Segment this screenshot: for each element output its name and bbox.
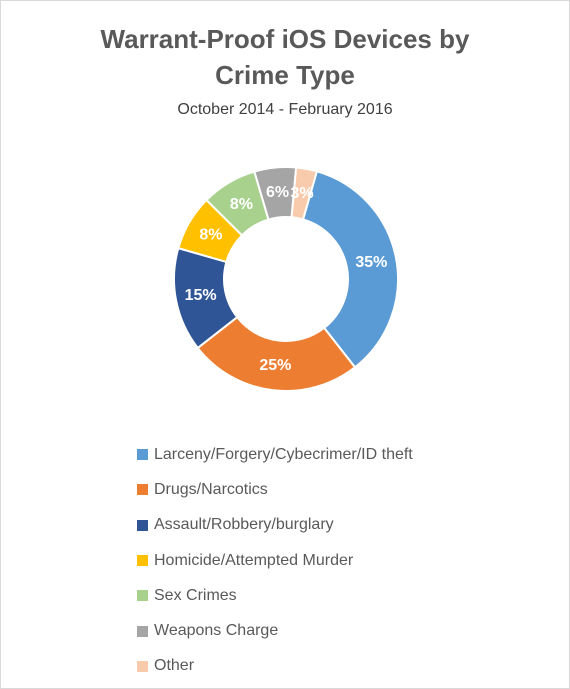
legend: Larceny/Forgery/Cybecrimer/ID theft Drugs… [137, 437, 413, 684]
slice-label-5: 8% [230, 196, 253, 213]
legend-swatch-1 [137, 449, 148, 461]
chart-subtitle: October 2014 - February 2016 [177, 101, 393, 118]
slice-label-3: 15% [185, 287, 217, 304]
legend-item-7: Other [137, 649, 413, 684]
legend-item-3: Assault/Robbery/burglary [137, 508, 413, 543]
legend-swatch-6 [137, 625, 148, 637]
legend-swatch-4 [137, 555, 148, 567]
slice-label-4: 8% [199, 226, 222, 243]
donut-slice-1 [301, 170, 399, 369]
slice-label-2: 25% [259, 357, 291, 374]
legend-item-5: Sex Crimes [137, 578, 413, 613]
legend-item-4: Homicide/Attempted Murder [137, 543, 413, 578]
chart-title-line-2: Crime Type [215, 60, 355, 90]
legend-item-1: Larceny/Forgery/Cybecrimer/ID theft [137, 437, 413, 472]
legend-swatch-2 [137, 484, 148, 496]
legend-label-2: Drugs/Narcotics [154, 480, 268, 498]
legend-swatch-3 [137, 519, 148, 531]
donut-slice-7 [290, 166, 319, 221]
chart-title: Warrant-Proof iOS Devices by Crime Type [1, 21, 569, 93]
legend-label-7: Other [154, 657, 195, 675]
slice-label-7: 3% [290, 185, 313, 202]
legend-swatch-7 [137, 660, 148, 672]
legend-item-6: Weapons Charge [137, 613, 413, 648]
legend-item-2: Drugs/Narcotics [137, 472, 413, 507]
legend-swatch-5 [137, 590, 148, 602]
donut-slice-2 [196, 315, 357, 392]
chart-title-line-1: Warrant-Proof iOS Devices by [100, 24, 470, 54]
legend-label-6: Weapons Charge [154, 622, 279, 640]
legend-label-3: Assault/Robbery/burglary [154, 516, 334, 534]
legend-label-4: Homicide/Attempted Murder [154, 551, 354, 569]
slice-label-6: 6% [266, 184, 289, 201]
slice-label-1: 35% [355, 254, 387, 271]
legend-label-5: Sex Crimes [154, 586, 237, 604]
legend-label-1: Larceny/Forgery/Cybecrimer/ID theft [154, 445, 413, 463]
